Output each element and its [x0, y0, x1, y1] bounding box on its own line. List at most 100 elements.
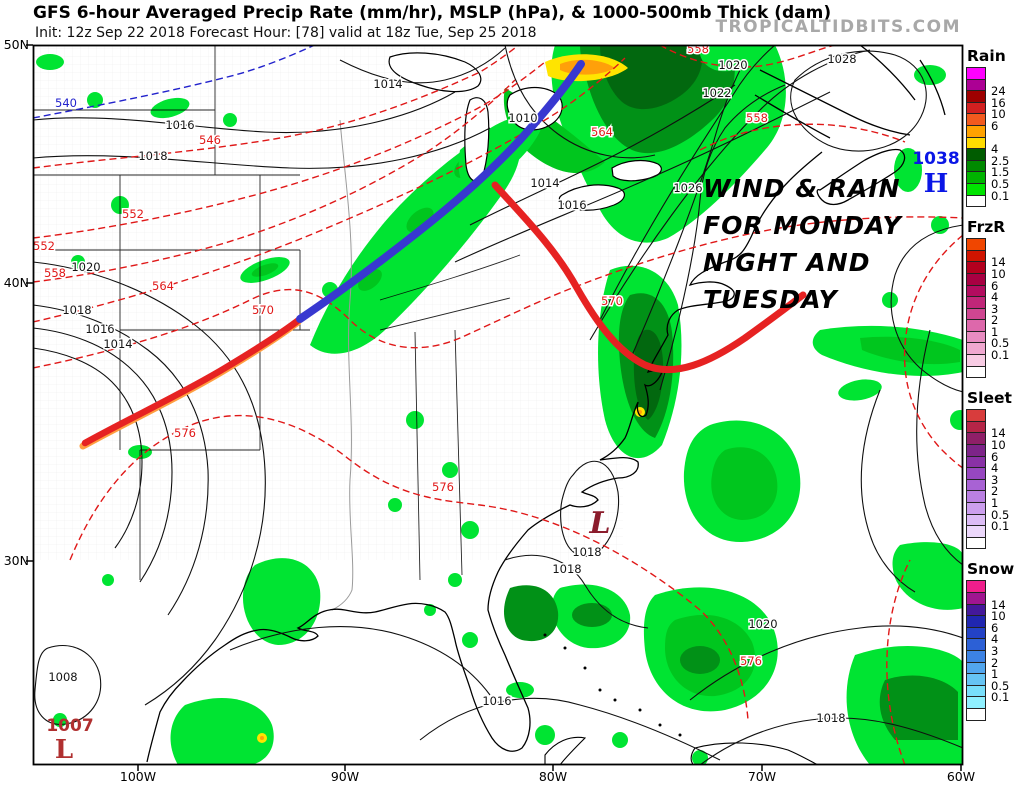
contour-labels: 1016101810141010101410161020101810161014…	[33, 42, 858, 727]
color-swatch	[966, 536, 986, 550]
lon-axis-label: 90W	[331, 769, 359, 784]
map-layers: 1016101810141010101410161020101810161014…	[33, 42, 963, 765]
legend-value-label: 10	[991, 107, 1006, 122]
annotation-line: WIND & RAIN	[703, 174, 901, 203]
annotation-line: FOR MONDAY	[703, 211, 904, 240]
legend-value-label: 10	[991, 609, 1006, 624]
mslp-label: 1022	[702, 86, 731, 100]
mslp-label: 1020	[748, 617, 777, 631]
mslp-label: 1028	[827, 52, 856, 66]
thickness-label: 540	[55, 96, 77, 110]
legend-value-label: 4	[991, 632, 999, 647]
map-border	[32, 44, 964, 766]
mslp-label: 1016	[482, 694, 511, 708]
legend-frzr: FrzR 14 10 6 4 3 2 1 0.5 0.1	[966, 218, 1024, 379]
legend-value-label: 10	[991, 266, 1006, 281]
legend-title: FrzR	[967, 218, 1006, 237]
legend-value-label: 2	[991, 313, 999, 328]
mslp-label: 1016	[165, 118, 194, 132]
legend-color-cell: 2.5	[966, 148, 1024, 168]
forecast-annotation: WIND & RAIN FOR MONDAY NIGHT AND TUESDAY	[703, 174, 904, 314]
mslp-label: 1016	[557, 198, 586, 212]
legend-value-label: 0.5	[991, 336, 1010, 351]
legend-value-label: 6	[991, 449, 999, 464]
pressure-center-letter: H	[924, 169, 949, 199]
legend-value-label: 14	[991, 255, 1006, 270]
legend-value-label: 1	[991, 667, 999, 682]
legend-value-label: 0.1	[991, 348, 1010, 363]
mslp-label: 1008	[48, 670, 77, 684]
legend-value-label: 6	[991, 278, 999, 293]
mslp-label: 1010	[508, 111, 537, 125]
legend-title: Rain	[967, 47, 1006, 65]
legend-value-label: 2.5	[991, 153, 1010, 168]
legend-value-label: 3	[991, 472, 999, 487]
thickness-label: 576	[174, 426, 196, 440]
mslp-label: 1018	[816, 711, 845, 725]
legend-value-label: 1.5	[991, 165, 1010, 180]
legend-rain: Rain 24 16 10 6 4 2.5 1.5 0.5 0.1	[966, 47, 1024, 208]
legend-color-cell: 4	[966, 136, 1024, 156]
mslp-label: 1020	[71, 260, 100, 274]
legend-snow: Snow 14 10 6 4 3 2 1 0.5 0.1	[966, 560, 1024, 721]
thickness-label: 570	[252, 303, 274, 317]
legend-color-cell	[966, 194, 1024, 208]
mslp-label: 1014	[530, 176, 559, 190]
watermark: TROPICALTIDBITS.COM	[715, 17, 961, 37]
legend-value-label: 3	[991, 643, 999, 658]
mslp-contours	[33, 45, 963, 765]
pressure-center-value: 1007	[46, 716, 93, 736]
thickness-label: 576	[432, 480, 454, 494]
thickness-label: 558	[687, 42, 709, 56]
legend-value-label: 4	[991, 142, 999, 157]
legend-value-label: 0.1	[991, 519, 1010, 534]
legend-value-label: 0.5	[991, 678, 1010, 693]
legend-value-label: 6	[991, 118, 999, 133]
legend-value-label: 1	[991, 496, 999, 510]
legend-color-cell: 10	[966, 261, 1024, 281]
mslp-label: 1016	[85, 322, 114, 336]
pressure-center-value: 1038	[912, 149, 959, 169]
legend-value-label: 2	[991, 484, 999, 499]
legend-color-cell: 0.1	[966, 182, 1024, 203]
legend-value-label: 0.1	[991, 188, 1010, 203]
mslp-label: 1018	[552, 562, 581, 576]
mslp-label: 1026	[673, 181, 702, 195]
mslp-label: 1018	[572, 545, 601, 559]
legend-color-cell: 0.5	[966, 673, 1024, 693]
lat-axis-label: 40N	[4, 275, 29, 290]
legend-sleet: Sleet 14 10 6 4 3 2 1 0.5 0.1	[966, 389, 1024, 550]
thickness-label: 558	[44, 266, 66, 280]
legend-value-label: 0.5	[991, 507, 1010, 522]
thickness-contours	[33, 45, 963, 765]
legend-panel: Rain 24 16 10 6 4 2.5 1.5 0.5 0.1 FrzR 14 10 6 4 3 2 1 0.5…	[966, 47, 1024, 721]
lon-axis-label: 70W	[748, 769, 776, 784]
legend-color-cell: 4	[966, 455, 1024, 475]
legend-value-label: 4	[991, 290, 999, 305]
legend-color-cell	[966, 707, 1024, 721]
annotation-line: NIGHT AND	[703, 248, 870, 277]
annotation-line: TUESDAY	[703, 285, 840, 314]
pressure-center-letter: L	[588, 506, 610, 541]
legend-color-cell: 14	[966, 249, 1024, 269]
color-swatch	[966, 194, 986, 208]
lon-axis-label: 60W	[947, 769, 975, 784]
legend-color-cell: 24	[966, 78, 1024, 98]
color-swatch	[966, 707, 986, 721]
mslp-label: 1014	[103, 337, 132, 351]
thickness-label: 576	[740, 654, 762, 668]
legend-value-label: 14	[991, 426, 1006, 441]
legend-value-label: 3	[991, 301, 999, 316]
mslp-label: 1014	[373, 77, 402, 91]
thickness-label: 546	[199, 133, 221, 147]
precip-rain-areas	[36, 45, 963, 765]
cold-front-line	[296, 60, 585, 323]
legend-value-label: 10	[991, 438, 1006, 453]
legend-value-label: 1	[991, 324, 999, 339]
legend-title: Sleet	[967, 389, 1012, 408]
legend-color-cell: 14	[966, 420, 1024, 440]
init-line: Init: 12z Sep 22 2018 Forecast Hour: [78…	[35, 25, 537, 41]
